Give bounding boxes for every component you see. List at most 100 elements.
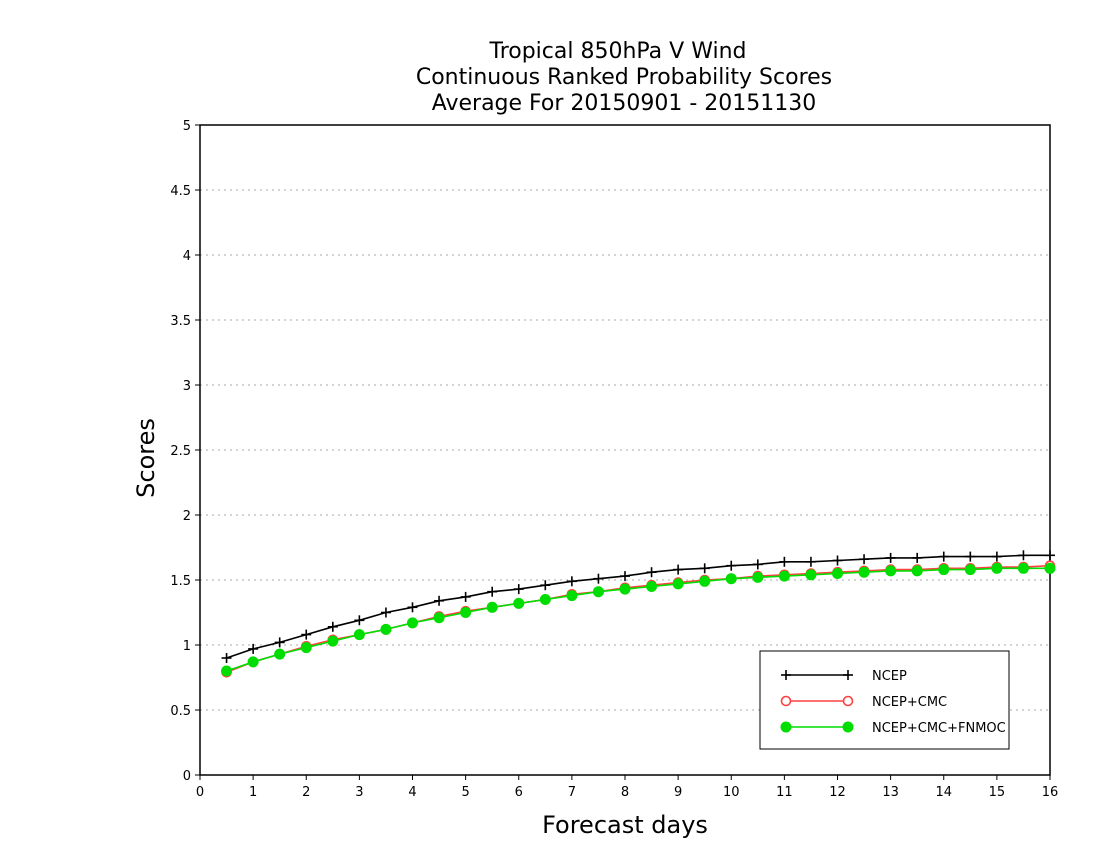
data-point xyxy=(752,571,764,583)
y-tick-label: 3 xyxy=(183,379,191,394)
data-point xyxy=(646,581,658,592)
x-tick-label: 4 xyxy=(408,785,416,800)
chart-title-line-1: Tropical 850hPa V Wind xyxy=(488,39,746,64)
data-point xyxy=(991,562,1003,574)
legend-entry: NCEP+CMC+FNMOC xyxy=(780,721,1006,736)
data-point xyxy=(327,621,338,632)
data-point xyxy=(912,552,923,563)
data-point xyxy=(540,580,551,591)
data-point xyxy=(991,551,1002,562)
legend-marker-end xyxy=(843,670,853,680)
legend-marker-start xyxy=(780,695,792,707)
data-point xyxy=(460,591,471,602)
y-tick-label: 2.5 xyxy=(170,444,191,459)
y-tick-label: 3.5 xyxy=(170,314,191,329)
legend-entry: NCEP xyxy=(781,669,907,684)
y-tick-label: 1.5 xyxy=(170,574,191,589)
grid-lines xyxy=(200,189,1050,711)
x-axis-ticks: 0 1 2 3 4 5 6 7 8 9 10 11 12 13 14 15 16 xyxy=(196,775,1058,800)
y-tick-label: 2 xyxy=(183,509,191,524)
data-series xyxy=(221,550,1056,678)
data-point xyxy=(487,586,498,597)
legend-marker-end xyxy=(842,695,854,707)
data-point xyxy=(592,586,604,598)
legend: NCEP NCEP+CMC NCEP+CMC+FNMOC xyxy=(759,650,1010,750)
data-point xyxy=(539,594,551,605)
y-tick-label: 0.5 xyxy=(170,704,191,719)
data-point xyxy=(380,607,391,618)
data-point xyxy=(805,569,817,581)
data-point xyxy=(805,556,816,567)
data-point xyxy=(354,615,365,626)
x-tick-label: 8 xyxy=(621,785,629,800)
legend-marker-start xyxy=(780,721,792,733)
data-point xyxy=(593,573,604,584)
data-point xyxy=(885,565,897,577)
chart-title: Tropical 850hPa V Wind Continuous Ranked… xyxy=(416,39,832,116)
data-point xyxy=(434,595,445,606)
data-point xyxy=(407,602,418,613)
data-point xyxy=(247,656,259,668)
x-tick-label: 10 xyxy=(723,785,740,800)
data-point xyxy=(673,564,684,575)
data-point xyxy=(699,563,710,574)
data-point xyxy=(460,607,472,618)
y-axis-label: Scores xyxy=(132,418,160,498)
data-point xyxy=(301,629,312,640)
data-point xyxy=(699,575,711,587)
y-tick-label: 1 xyxy=(183,639,191,654)
data-point xyxy=(779,556,790,567)
x-axis-label: Forecast days xyxy=(542,811,708,839)
data-point xyxy=(1017,562,1029,574)
data-point xyxy=(725,573,737,585)
legend-box xyxy=(759,650,1010,750)
legend-marker-end xyxy=(842,721,854,733)
x-tick-label: 9 xyxy=(674,785,682,800)
data-point xyxy=(353,629,365,641)
chart-title-line-2: Continuous Ranked Probability Scores xyxy=(416,65,832,90)
y-tick-label: 5 xyxy=(183,119,191,134)
data-point xyxy=(221,665,233,677)
x-tick-label: 11 xyxy=(776,785,793,800)
data-point xyxy=(1045,550,1055,561)
data-point xyxy=(911,565,923,577)
x-tick-label: 6 xyxy=(515,785,523,800)
x-tick-label: 13 xyxy=(882,785,899,800)
data-point xyxy=(486,601,498,613)
data-point xyxy=(859,554,870,565)
data-point xyxy=(513,597,525,609)
series-ncep-cmc-fnmoc xyxy=(221,562,1056,677)
y-tick-label: 0 xyxy=(183,769,191,784)
data-point xyxy=(832,555,843,566)
data-point xyxy=(1044,562,1056,574)
chart-title-line-3: Average For 20150901 - 20151130 xyxy=(432,91,817,116)
data-point xyxy=(513,584,524,595)
data-point xyxy=(274,648,286,660)
data-point xyxy=(938,551,949,562)
y-axis-ticks: 0 0.5 1 1.5 2 2.5 3 3.5 4 4.5 5 xyxy=(170,119,200,784)
x-tick-label: 15 xyxy=(989,785,1006,800)
data-point xyxy=(274,637,285,648)
x-tick-label: 16 xyxy=(1042,785,1059,800)
data-point xyxy=(407,617,418,629)
data-point xyxy=(327,635,339,647)
data-point xyxy=(566,576,577,587)
data-point xyxy=(752,559,763,570)
legend-entries: NCEP NCEP+CMC NCEP+CMC+FNMOC xyxy=(780,669,1006,736)
data-point xyxy=(726,560,737,571)
legend-label: NCEP xyxy=(872,669,907,684)
data-point xyxy=(778,570,790,582)
data-point xyxy=(938,564,950,576)
x-tick-label: 14 xyxy=(935,785,952,800)
data-point xyxy=(832,568,843,579)
data-point xyxy=(566,590,578,602)
data-point xyxy=(433,612,445,624)
x-tick-label: 2 xyxy=(302,785,310,800)
data-point xyxy=(965,551,976,562)
y-tick-label: 4 xyxy=(183,249,191,264)
series-ncep xyxy=(221,550,1055,663)
x-tick-label: 3 xyxy=(355,785,363,800)
data-point xyxy=(248,643,259,654)
legend-label: NCEP+CMC xyxy=(872,695,947,710)
